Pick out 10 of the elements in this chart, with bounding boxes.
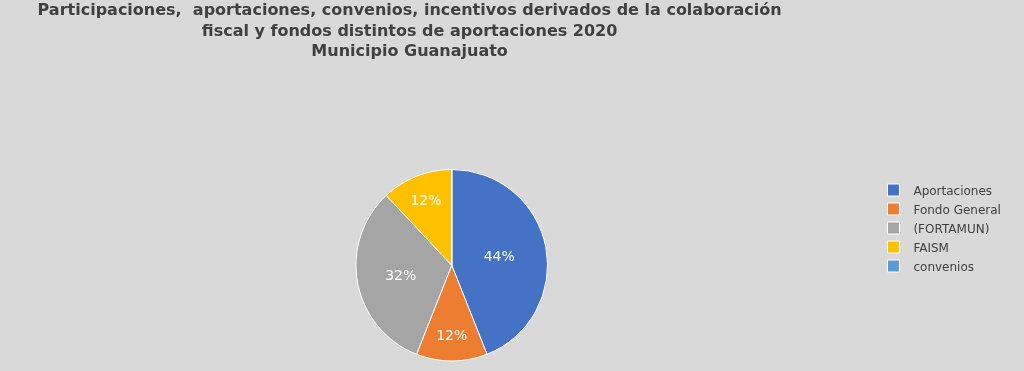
legend-label: Fondo General xyxy=(913,202,1001,217)
data-label: 12% xyxy=(436,327,468,344)
legend-label: FAISM xyxy=(913,240,949,255)
legend-label: (FORTAMUN) xyxy=(913,221,990,236)
chart-title: Participaciones, aportaciones, convenios, incentivos derivados de la colaboración fiscal y fondos distintos de aportaciones 2020 Municipio Guanajuato xyxy=(37,0,782,61)
legend-label: Aportaciones xyxy=(913,183,993,198)
legend-label: convenios xyxy=(913,259,974,274)
data-label: 44% xyxy=(483,248,515,265)
data-label: 32% xyxy=(385,266,417,283)
data-label: 12% xyxy=(410,192,442,209)
